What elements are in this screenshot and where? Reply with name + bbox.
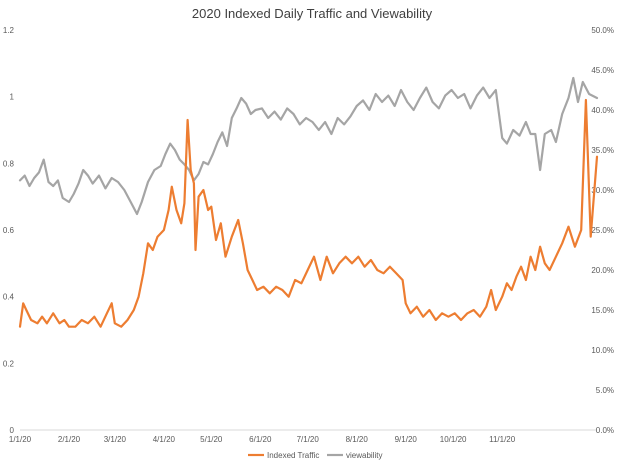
y-right-tick-label: 15.0% [591, 306, 614, 315]
y-right-tick-label: 50.0% [591, 26, 614, 35]
x-tick-label: 8/1/20 [346, 435, 369, 444]
x-tick-label: 9/1/20 [395, 435, 418, 444]
y-right-tick-labels: 0.0% 5.0% 10.0% 15.0% 20.0% 25.0% 30.0% 35.0% 40… [591, 26, 614, 435]
y-left-tick-label: 0.6 [3, 226, 15, 235]
y-left-tick-label: 0.2 [3, 359, 15, 368]
y-right-tick-label: 30.0% [591, 186, 614, 195]
x-tick-label: 1/1/20 [9, 435, 32, 444]
x-tick-label: 11/1/20 [489, 435, 516, 444]
legend-label-indexed-traffic: Indexed Traffic [267, 451, 319, 460]
y-left-tick-label: 1 [10, 93, 15, 102]
y-left-tick-label: 0.8 [3, 159, 15, 168]
x-tick-label: 7/1/20 [297, 435, 320, 444]
y-right-tick-label: 35.0% [591, 146, 614, 155]
series-line-viewability [18, 76, 599, 216]
x-tick-label: 4/1/20 [153, 435, 176, 444]
x-tick-labels: 1/1/20 2/1/20 3/1/20 4/1/20 5/1/20 6/1/20 7/1/… [9, 435, 516, 444]
y-right-tick-label: 40.0% [591, 106, 614, 115]
legend: Indexed Traffic viewability [248, 451, 382, 460]
x-tick-label: 6/1/20 [249, 435, 272, 444]
y-right-tick-label: 10.0% [591, 346, 614, 355]
series-line-indexed-traffic [18, 98, 599, 328]
y-left-tick-label: 0.4 [3, 293, 15, 302]
y-right-tick-label: 45.0% [591, 66, 614, 75]
x-tick-label: 2/1/20 [58, 435, 81, 444]
y-left-tick-labels: 0 0.2 0.4 0.6 0.8 1 1.2 [3, 26, 15, 435]
y-right-tick-label: 0.0% [596, 426, 614, 435]
x-tick-label: 5/1/20 [200, 435, 223, 444]
y-right-tick-label: 5.0% [596, 386, 614, 395]
y-left-tick-label: 1.2 [3, 26, 15, 35]
y-right-tick-label: 20.0% [591, 266, 614, 275]
y-right-tick-label: 25.0% [591, 226, 614, 235]
x-tick-label: 3/1/20 [104, 435, 127, 444]
series-lines [18, 76, 599, 328]
y-left-tick-label: 0 [10, 426, 15, 435]
chart-title: 2020 Indexed Daily Traffic and Viewabili… [192, 6, 433, 21]
x-tick-label: 10/1/20 [440, 435, 467, 444]
legend-label-viewability: viewability [346, 451, 382, 460]
